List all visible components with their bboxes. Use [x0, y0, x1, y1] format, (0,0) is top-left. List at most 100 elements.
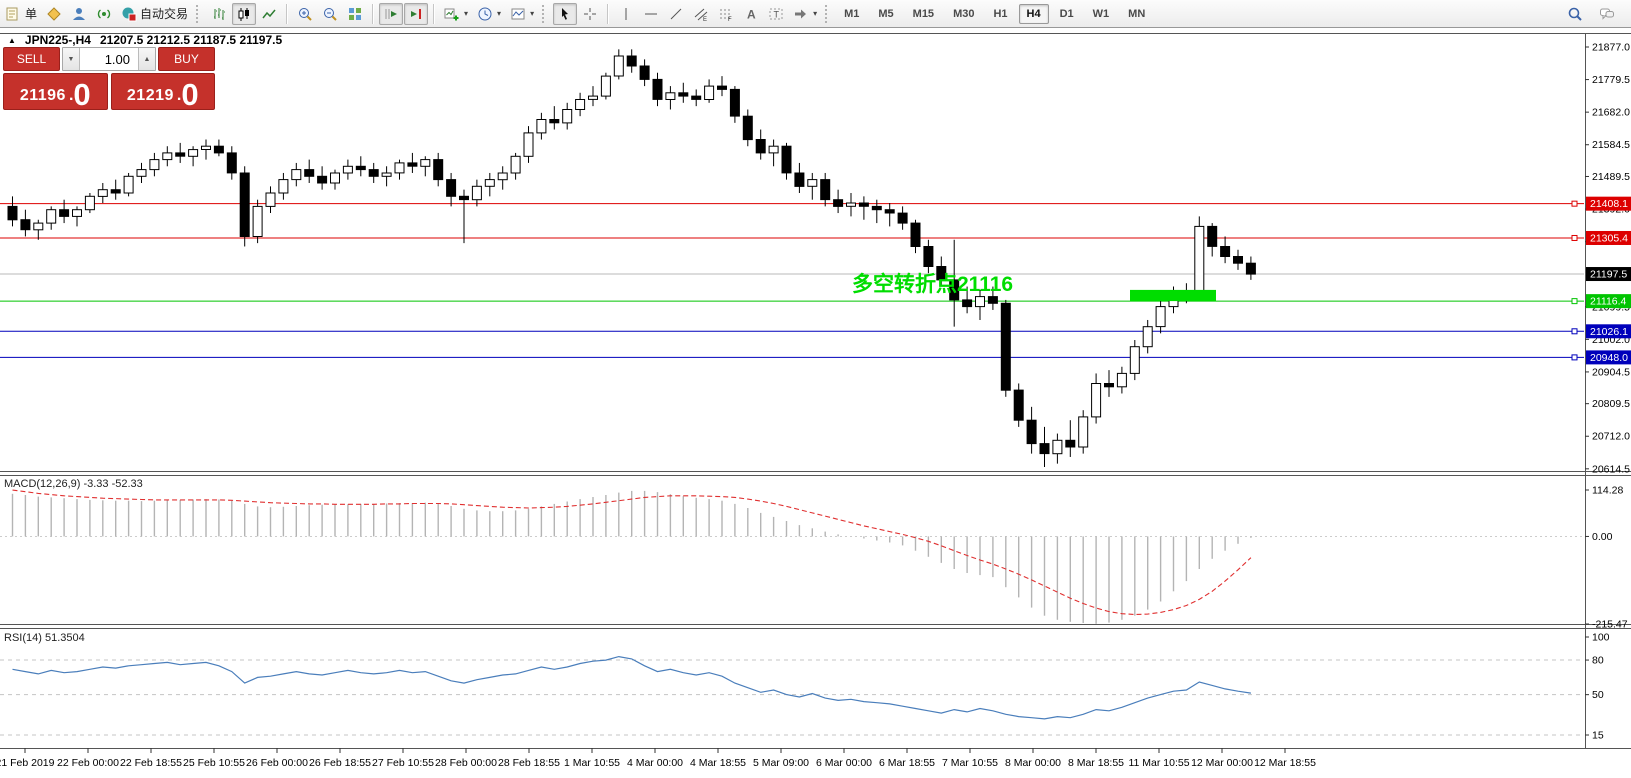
- search-button[interactable]: [1563, 3, 1587, 25]
- price-badge-21408.1: [1586, 196, 1631, 211]
- line-chart-icon: [262, 9, 276, 18]
- arrows-dropdown-caret[interactable]: ▾: [813, 9, 818, 18]
- svg-text:8 Mar 18:55: 8 Mar 18:55: [1068, 757, 1124, 769]
- timeframe-button-m15[interactable]: M15: [912, 7, 935, 20]
- buy-price-display[interactable]: 21219. 0: [110, 73, 215, 110]
- volume-decrease-button[interactable]: ▼: [63, 48, 80, 70]
- periods-dropdown-caret[interactable]: ▾: [497, 9, 502, 18]
- fibonacci-button[interactable]: F: [714, 3, 738, 25]
- new-chart-button[interactable]: ▾: [440, 3, 472, 25]
- cursor-button[interactable]: [553, 2, 578, 25]
- price-badge-21116.4: [1586, 294, 1631, 309]
- periods-button[interactable]: ▾: [473, 3, 505, 25]
- trendline-button[interactable]: [664, 3, 688, 25]
- chart-shift-button[interactable]: [404, 2, 429, 25]
- timeframe-button-d1[interactable]: D1: [1059, 7, 1074, 20]
- volume-stepper: ▼ 1.00 ▲: [62, 47, 156, 71]
- macd-pane: 114.28 0.00 -215.47 MACD(12,26,9) -3.33 -52…: [0, 478, 1628, 631]
- svg-text:26 Feb 18:55: 26 Feb 18:55: [309, 757, 371, 769]
- svg-text:100: 100: [1592, 632, 1610, 644]
- autotrading-label: 自动交易: [140, 7, 189, 21]
- auto-scroll-button[interactable]: [379, 2, 404, 25]
- svg-text:22 Feb 18:55: 22 Feb 18:55: [120, 757, 182, 769]
- macd-histogram: [11, 490, 1252, 624]
- horizontal-line-button[interactable]: [639, 3, 663, 25]
- macd-signal-line: [12, 489, 1252, 616]
- text-button[interactable]: A: [739, 3, 763, 25]
- line-chart-button[interactable]: [257, 3, 281, 25]
- timeframe-button-w1[interactable]: W1: [1092, 7, 1110, 20]
- zoom-out-button[interactable]: [318, 3, 342, 25]
- svg-text:1 Mar 10:55: 1 Mar 10:55: [564, 757, 620, 769]
- text-label-button[interactable]: T: [764, 3, 788, 25]
- sell-button[interactable]: SELL: [3, 47, 60, 71]
- svg-text:27 Feb 10:55: 27 Feb 10:55: [372, 757, 434, 769]
- buy-button[interactable]: BUY: [158, 47, 215, 71]
- chat-button[interactable]: [1595, 3, 1619, 25]
- timeframe-button-m5[interactable]: M5: [878, 7, 894, 20]
- timeframe-button-mn[interactable]: MN: [1128, 7, 1146, 20]
- svg-text:20904.5: 20904.5: [1592, 366, 1630, 378]
- tile-windows-icon: [349, 7, 362, 20]
- svg-text:80: 80: [1592, 655, 1604, 667]
- templates-button[interactable]: ▾: [506, 3, 538, 25]
- sell-price-display[interactable]: 21196. 0: [3, 73, 108, 110]
- new-order-button[interactable]: 单: [2, 3, 41, 25]
- toolbar-separator: [607, 3, 610, 24]
- timeframe-button-m1[interactable]: M1: [844, 7, 860, 20]
- toolbar-drag-handle[interactable]: [542, 4, 547, 23]
- equidistant-channel-button[interactable]: E: [689, 3, 713, 25]
- tile-windows-button[interactable]: [343, 3, 367, 25]
- highlight-box[interactable]: [1130, 289, 1216, 302]
- svg-text:21408.1: 21408.1: [1590, 198, 1628, 210]
- accounts-button[interactable]: [67, 3, 91, 25]
- level-line-handle[interactable]: [1571, 354, 1578, 361]
- templates-dropdown-caret[interactable]: ▾: [530, 9, 535, 18]
- signals-button[interactable]: [92, 3, 116, 25]
- timeframe-button-h4[interactable]: H4: [1018, 3, 1049, 24]
- auto-scroll-icon: [385, 8, 398, 19]
- svg-text:A: A: [747, 7, 756, 21]
- svg-text:21116.4: 21116.4: [1590, 296, 1627, 308]
- svg-text:5 Mar 09:00: 5 Mar 09:00: [753, 757, 809, 769]
- metaeditor-icon: [47, 6, 61, 21]
- level-line-handle[interactable]: [1571, 234, 1578, 241]
- level-line-handle[interactable]: [1571, 298, 1578, 305]
- svg-text:12 Mar 18:55: 12 Mar 18:55: [1254, 757, 1316, 769]
- timeframe-button-m30[interactable]: M30: [953, 7, 975, 20]
- autotrading-button[interactable]: 自动交易: [117, 3, 192, 25]
- candlestick-series: [7, 49, 1256, 467]
- toolbar-drag-handle[interactable]: [825, 4, 830, 23]
- candlestick-chart-button[interactable]: [232, 2, 257, 25]
- bar-chart-button[interactable]: [207, 3, 231, 25]
- svg-text:6 Mar 00:00: 6 Mar 00:00: [816, 757, 872, 769]
- price-level-lines[interactable]: [0, 200, 1584, 361]
- volume-input[interactable]: 1.00: [104, 51, 130, 67]
- timeframe-button-h1[interactable]: H1: [993, 7, 1008, 20]
- new-chart-dropdown-caret[interactable]: ▾: [464, 9, 469, 18]
- metaeditor-button[interactable]: [42, 3, 66, 25]
- svg-text:E: E: [703, 17, 707, 22]
- svg-text:-215.47: -215.47: [1592, 619, 1628, 631]
- svg-text:21197.5: 21197.5: [1590, 269, 1627, 281]
- chart-symbol-title: JPN225-,H4: [24, 33, 91, 47]
- zoom-in-button[interactable]: [293, 3, 317, 25]
- vertical-line-button[interactable]: [614, 3, 638, 25]
- volume-increase-button[interactable]: ▲: [138, 48, 155, 70]
- level-line-handle[interactable]: [1571, 200, 1578, 207]
- crosshair-button[interactable]: [578, 3, 602, 25]
- toolbar-separator: [286, 3, 289, 24]
- rsi-label: RSI(14) 51.3504: [4, 632, 85, 644]
- text-label-icon: T: [769, 8, 783, 19]
- svg-text:21 Feb 2019: 21 Feb 2019: [0, 757, 55, 769]
- price-badge-21026.1: [1586, 324, 1631, 339]
- level-line-handle[interactable]: [1571, 328, 1578, 335]
- rsi-line: [12, 655, 1251, 720]
- svg-text:F: F: [728, 17, 732, 22]
- svg-text:15: 15: [1592, 730, 1604, 742]
- one-click-collapse-toggle[interactable]: ▲: [8, 35, 16, 45]
- arrows-button[interactable]: ▾: [789, 3, 821, 25]
- toolbar-drag-handle[interactable]: [196, 4, 201, 23]
- annotation-text[interactable]: 多空转折点21116: [852, 272, 1013, 296]
